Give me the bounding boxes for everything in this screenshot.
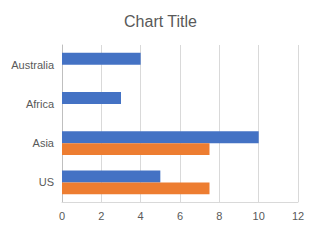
svg-text:4: 4: [138, 210, 144, 222]
svg-text:0: 0: [59, 210, 65, 222]
svg-text:6: 6: [177, 210, 183, 222]
svg-text:Africa: Africa: [26, 98, 55, 110]
svg-text:8: 8: [216, 210, 222, 222]
svg-text:2: 2: [98, 210, 104, 222]
svg-text:10: 10: [253, 210, 265, 222]
svg-text:US: US: [39, 176, 54, 188]
svg-text:12: 12: [292, 210, 304, 222]
svg-text:Australia: Australia: [11, 59, 55, 71]
svg-text:Chart Title: Chart Title: [124, 13, 197, 30]
svg-text:Asia: Asia: [33, 137, 55, 149]
